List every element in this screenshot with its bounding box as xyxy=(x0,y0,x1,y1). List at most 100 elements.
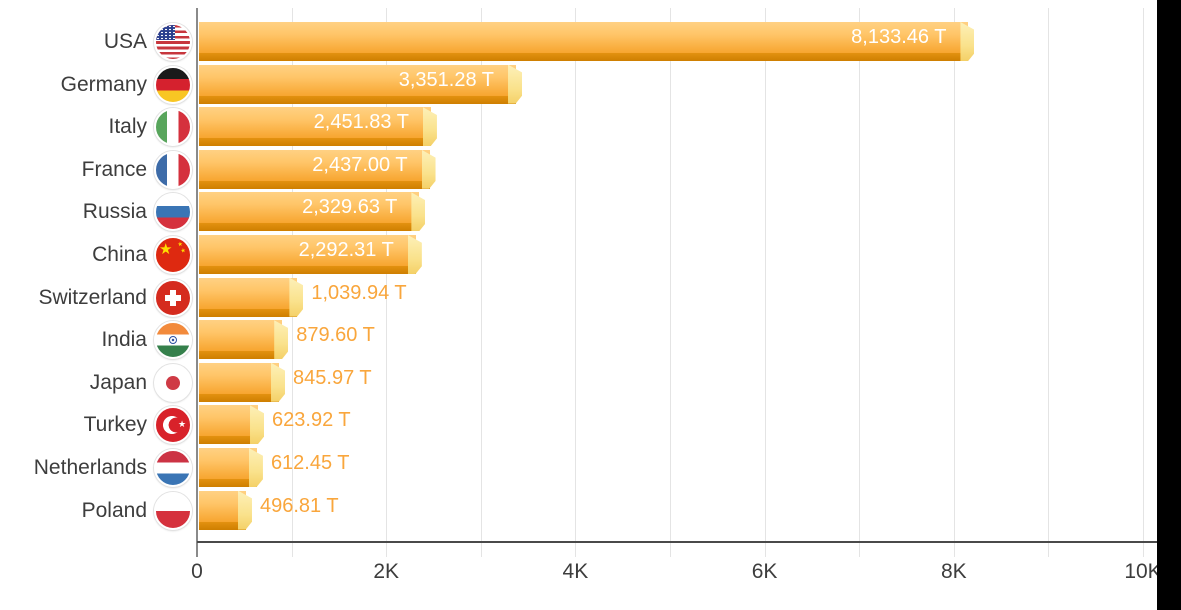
bar-shadow-strip xyxy=(199,393,280,402)
bar-end-cap xyxy=(411,192,426,232)
gridline xyxy=(1048,8,1050,557)
bar-end-cap xyxy=(508,64,523,104)
country-label: Poland xyxy=(81,498,147,522)
chart-row: Germany 3,351.28 T xyxy=(0,64,1157,105)
bar-area: 2,451.83 T xyxy=(197,107,1143,147)
x-tick-label: 10K xyxy=(1124,560,1162,583)
bar-shadow-strip xyxy=(199,95,517,104)
bar[interactable]: 3,351.28 T xyxy=(199,64,523,104)
bar-area: 612.45 T xyxy=(197,448,1143,488)
chart-row: Japan 845.97 T xyxy=(0,362,1157,403)
bar-value-label: 3,351.28 T xyxy=(398,68,495,91)
chart-row: Italy 2,451.83 T xyxy=(0,107,1157,147)
country-label: Germany xyxy=(60,72,147,96)
bar[interactable]: 8,133.46 T xyxy=(199,22,975,61)
country-label: Turkey xyxy=(83,413,147,437)
bar-area: 2,292.31 T xyxy=(197,235,1143,275)
usa-flag-icon xyxy=(154,23,192,61)
country-cell: Germany xyxy=(0,65,192,105)
bar[interactable]: 2,329.63 T xyxy=(199,192,426,232)
chart-row: Switzerland 1,039.94 T xyxy=(0,277,1157,318)
chart-row: India 879.60 T xyxy=(0,320,1157,360)
switzerland-flag-icon xyxy=(154,278,192,317)
italy-flag-icon xyxy=(154,108,192,147)
bar-value-label: 2,437.00 T xyxy=(312,153,408,176)
chart-row: Russia 2,329.63 T xyxy=(0,192,1157,232)
bar-value-label: 1,039.94 T xyxy=(311,281,407,304)
bar[interactable]: 1,039.94 T xyxy=(199,277,407,317)
country-cell: USA xyxy=(0,22,192,62)
gridline xyxy=(480,8,482,557)
bar-end-cap xyxy=(274,320,289,360)
country-cell: Italy xyxy=(0,107,192,147)
gridline xyxy=(1143,8,1144,557)
bar-body xyxy=(199,448,257,479)
gridline xyxy=(764,8,766,557)
bar[interactable]: 623.92 T xyxy=(199,405,351,445)
country-label: Switzerland xyxy=(38,285,147,309)
bar-value-label: 845.97 T xyxy=(293,366,372,389)
chart-row: USA 8,133.46 T xyxy=(0,22,1157,62)
screen-edge-black-strip xyxy=(1157,0,1181,610)
bar-body xyxy=(199,149,430,181)
bar[interactable]: 612.45 T xyxy=(199,448,350,487)
bar-end-cap xyxy=(960,22,975,61)
country-label: France xyxy=(81,157,147,181)
x-tick-label: 6K xyxy=(751,560,778,583)
bar-area: 496.81 T xyxy=(197,490,1143,531)
bar-area: 845.97 T xyxy=(197,362,1143,403)
country-label: India xyxy=(101,328,147,352)
poland-flag-icon xyxy=(154,491,192,530)
bar-end-cap xyxy=(248,448,263,487)
chart-row: France 2,437.00 T xyxy=(0,149,1157,190)
gridline xyxy=(953,8,955,557)
chart-row: Netherlands 612.45 T xyxy=(0,448,1157,488)
bar-end-cap xyxy=(250,405,265,445)
bar[interactable]: 2,451.83 T xyxy=(199,107,437,147)
bar-shadow-strip xyxy=(199,436,259,445)
russia-flag-icon xyxy=(154,193,192,232)
bar-value-label: 2,329.63 T xyxy=(302,196,398,219)
bar-body xyxy=(199,107,431,139)
gridline xyxy=(575,8,577,557)
country-label: Russia xyxy=(82,200,147,224)
x-tick-label: 4K xyxy=(562,560,589,583)
x-axis-line xyxy=(197,541,1157,543)
chart-row: Turkey 623.92 T xyxy=(0,405,1157,445)
bar-area: 8,133.46 T xyxy=(197,22,1143,62)
bar-end-cap xyxy=(289,277,304,317)
bar[interactable]: 496.81 T xyxy=(199,490,339,530)
bar-end-cap xyxy=(237,490,252,530)
bar-body xyxy=(199,235,416,266)
bar-end-cap xyxy=(422,107,437,147)
bar-area: 1,039.94 T xyxy=(197,277,1143,318)
bar-body xyxy=(199,64,517,96)
gridline xyxy=(386,8,388,557)
x-tick-label: 0 xyxy=(191,560,203,583)
bar-value-label: 2,292.31 T xyxy=(298,239,394,261)
bar-shadow-strip xyxy=(199,308,298,317)
country-label: Japan xyxy=(89,370,147,394)
bar-area: 2,437.00 T xyxy=(197,149,1143,190)
bar[interactable]: 2,292.31 T xyxy=(199,235,422,274)
country-label: USA xyxy=(103,30,147,53)
x-tick-label: 8K xyxy=(940,560,967,583)
bar-value-label: 8,133.46 T xyxy=(851,26,947,48)
bar-body xyxy=(199,362,280,394)
country-cell: Japan xyxy=(0,363,192,403)
bar[interactable]: 2,437.00 T xyxy=(199,149,436,189)
bar-shadow-strip xyxy=(199,180,430,189)
country-label: Italy xyxy=(108,115,147,139)
bar[interactable]: 845.97 T xyxy=(199,362,372,402)
bar[interactable]: 879.60 T xyxy=(199,320,375,360)
bar-body xyxy=(199,277,298,309)
country-cell: France xyxy=(0,150,192,190)
china-flag-icon xyxy=(154,236,192,274)
bar-shadow-strip xyxy=(199,223,420,232)
country-label: China xyxy=(92,243,147,266)
bar-area: 879.60 T xyxy=(197,320,1143,360)
country-cell: China xyxy=(0,235,192,275)
bar-value-label: 623.92 T xyxy=(272,409,351,432)
chart-row: Poland 496.81 T xyxy=(0,490,1157,531)
